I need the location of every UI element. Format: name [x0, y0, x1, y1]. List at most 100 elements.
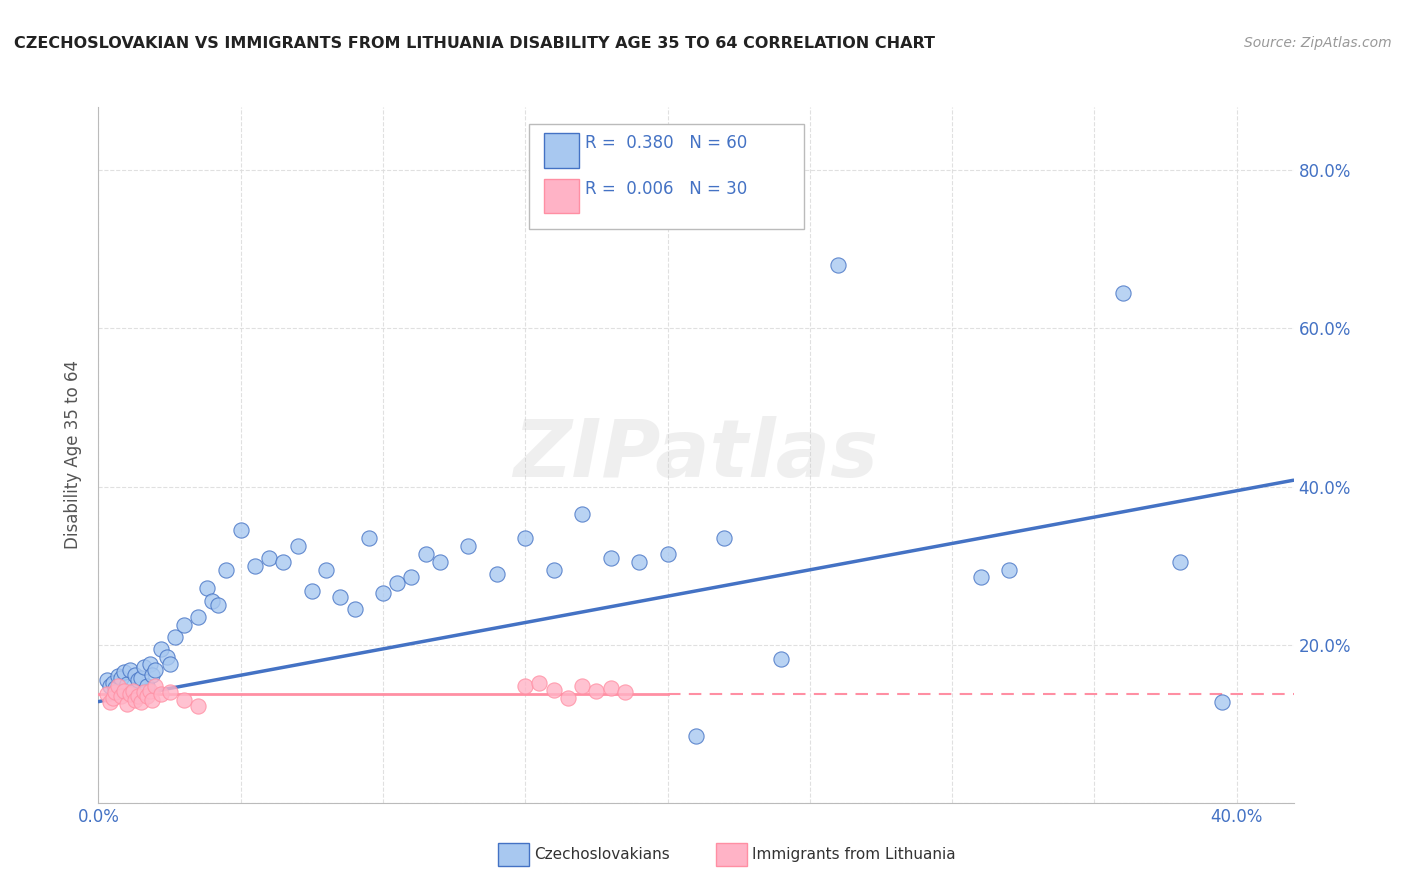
Point: [138, 683, 160, 698]
Point: [229, 523, 252, 537]
Point: [215, 563, 238, 577]
Point: [457, 539, 479, 553]
Point: [1211, 695, 1233, 709]
Point: [115, 677, 138, 691]
Point: [165, 630, 187, 644]
Point: [118, 663, 141, 677]
Point: [599, 550, 621, 565]
Point: [657, 547, 679, 561]
Point: [385, 576, 409, 591]
Point: [315, 563, 337, 577]
Point: [998, 563, 1021, 577]
Point: [557, 691, 579, 706]
Point: [585, 683, 607, 698]
Point: [713, 531, 735, 545]
Point: [143, 663, 166, 677]
Text: R =  0.380   N = 60: R = 0.380 N = 60: [585, 134, 747, 153]
Point: [187, 699, 209, 714]
Point: [138, 657, 160, 672]
Point: [207, 598, 229, 612]
Point: [104, 681, 127, 695]
Point: [127, 689, 149, 703]
Text: Immigrants from Lithuania: Immigrants from Lithuania: [752, 847, 956, 862]
Point: [98, 679, 121, 693]
FancyBboxPatch shape: [529, 124, 804, 229]
Text: Source: ZipAtlas.com: Source: ZipAtlas.com: [1244, 36, 1392, 50]
Point: [628, 555, 651, 569]
Point: [485, 566, 508, 581]
Point: [770, 652, 793, 666]
Text: CZECHOSLOVAKIAN VS IMMIGRANTS FROM LITHUANIA DISABILITY AGE 35 TO 64 CORRELATION: CZECHOSLOVAKIAN VS IMMIGRANTS FROM LITHU…: [14, 36, 935, 51]
Point: [141, 667, 163, 681]
Point: [101, 675, 124, 690]
Point: [613, 685, 636, 699]
Point: [110, 689, 132, 703]
Point: [429, 555, 451, 569]
Point: [107, 669, 129, 683]
Point: [287, 539, 309, 553]
Point: [156, 649, 179, 664]
Point: [571, 507, 593, 521]
Point: [1112, 285, 1135, 300]
Point: [107, 679, 129, 693]
Point: [401, 570, 423, 584]
Point: [415, 547, 437, 561]
Point: [110, 671, 132, 685]
Point: [118, 687, 141, 701]
Point: [173, 693, 195, 707]
Point: [571, 679, 593, 693]
Point: [301, 583, 323, 598]
Point: [96, 687, 118, 701]
Point: [101, 691, 124, 706]
Point: [329, 591, 352, 605]
Point: [141, 693, 163, 707]
Point: [257, 550, 280, 565]
Point: [150, 687, 173, 701]
Point: [515, 531, 537, 545]
Point: [543, 563, 565, 577]
Point: [827, 258, 849, 272]
Point: [121, 683, 143, 698]
Point: [343, 602, 366, 616]
Point: [685, 729, 707, 743]
Point: [143, 679, 166, 693]
Point: [187, 610, 209, 624]
Point: [112, 683, 135, 698]
Point: [273, 555, 295, 569]
Point: [104, 685, 127, 699]
Point: [201, 594, 224, 608]
Point: [124, 693, 146, 707]
Text: Czechoslovakians: Czechoslovakians: [534, 847, 671, 862]
Point: [129, 671, 152, 685]
Point: [1168, 555, 1191, 569]
Point: [135, 679, 157, 693]
Point: [159, 657, 181, 672]
Point: [599, 681, 621, 695]
Point: [159, 685, 181, 699]
FancyBboxPatch shape: [544, 178, 579, 213]
Point: [969, 570, 991, 584]
Point: [543, 682, 565, 697]
Point: [515, 679, 537, 693]
Point: [96, 673, 118, 688]
Point: [132, 685, 155, 699]
Point: [173, 618, 195, 632]
FancyBboxPatch shape: [544, 134, 579, 168]
Point: [357, 531, 380, 545]
Point: [132, 660, 155, 674]
Y-axis label: Disability Age 35 to 64: Disability Age 35 to 64: [65, 360, 83, 549]
Text: ZIPatlas: ZIPatlas: [513, 416, 879, 494]
Point: [150, 641, 173, 656]
Point: [112, 665, 135, 680]
Point: [529, 675, 551, 690]
Point: [98, 695, 121, 709]
Point: [124, 667, 146, 681]
Point: [371, 586, 394, 600]
Point: [121, 685, 143, 699]
Text: R =  0.006   N = 30: R = 0.006 N = 30: [585, 180, 747, 198]
Point: [135, 689, 157, 703]
Point: [115, 697, 138, 711]
Point: [195, 581, 218, 595]
Point: [129, 695, 152, 709]
Point: [243, 558, 266, 573]
